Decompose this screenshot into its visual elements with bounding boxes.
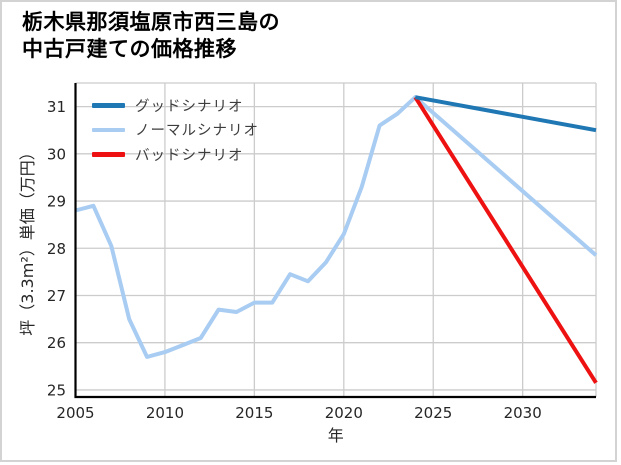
legend-item-bad: バッドシナリオ <box>92 142 259 167</box>
legend-label-bad: バッドシナリオ <box>135 147 244 164</box>
y-axis-label: 坪（3.3m²）単価（万円） <box>18 144 37 335</box>
legend-item-good: グッドシナリオ <box>92 93 259 118</box>
legend-item-normal: ノーマルシナリオ <box>92 118 259 143</box>
x-tick-label: 2030 <box>504 404 542 422</box>
page-title-line2: 中古戸建ての価格推移 <box>22 37 237 61</box>
page-title: 栃木県那須塩原市西三島の 中古戸建ての価格推移 <box>22 9 280 63</box>
legend-label-normal: ノーマルシナリオ <box>135 123 259 140</box>
page-title-line1: 栃木県那須塩原市西三島の <box>22 10 280 34</box>
y-tick-label: 25 <box>47 381 66 399</box>
x-tick-label: 2005 <box>56 404 94 422</box>
y-tick-label: 30 <box>47 145 66 163</box>
y-tick-label: 27 <box>47 287 66 305</box>
x-tick-label: 2015 <box>235 404 273 422</box>
series-line-good <box>414 95 597 133</box>
x-tick-label: 2020 <box>325 404 363 422</box>
legend-swatch-good <box>92 103 125 108</box>
legend-label-good: グッドシナリオ <box>135 98 244 115</box>
y-tick-label: 31 <box>47 98 66 116</box>
series-line-bad <box>413 96 598 384</box>
legend-swatch-normal <box>92 127 125 132</box>
x-tick-label: 2025 <box>414 404 452 422</box>
legend-swatch-bad <box>92 152 125 157</box>
y-tick-label: 29 <box>47 193 66 211</box>
x-tick-label: 2010 <box>146 404 184 422</box>
x-axis-label: 年 <box>328 426 344 445</box>
series-line-normal <box>74 95 598 359</box>
y-tick-label: 28 <box>47 240 66 258</box>
chart-legend: グッドシナリオ ノーマルシナリオ バッドシナリオ <box>92 93 259 167</box>
y-tick-label: 26 <box>47 334 66 352</box>
